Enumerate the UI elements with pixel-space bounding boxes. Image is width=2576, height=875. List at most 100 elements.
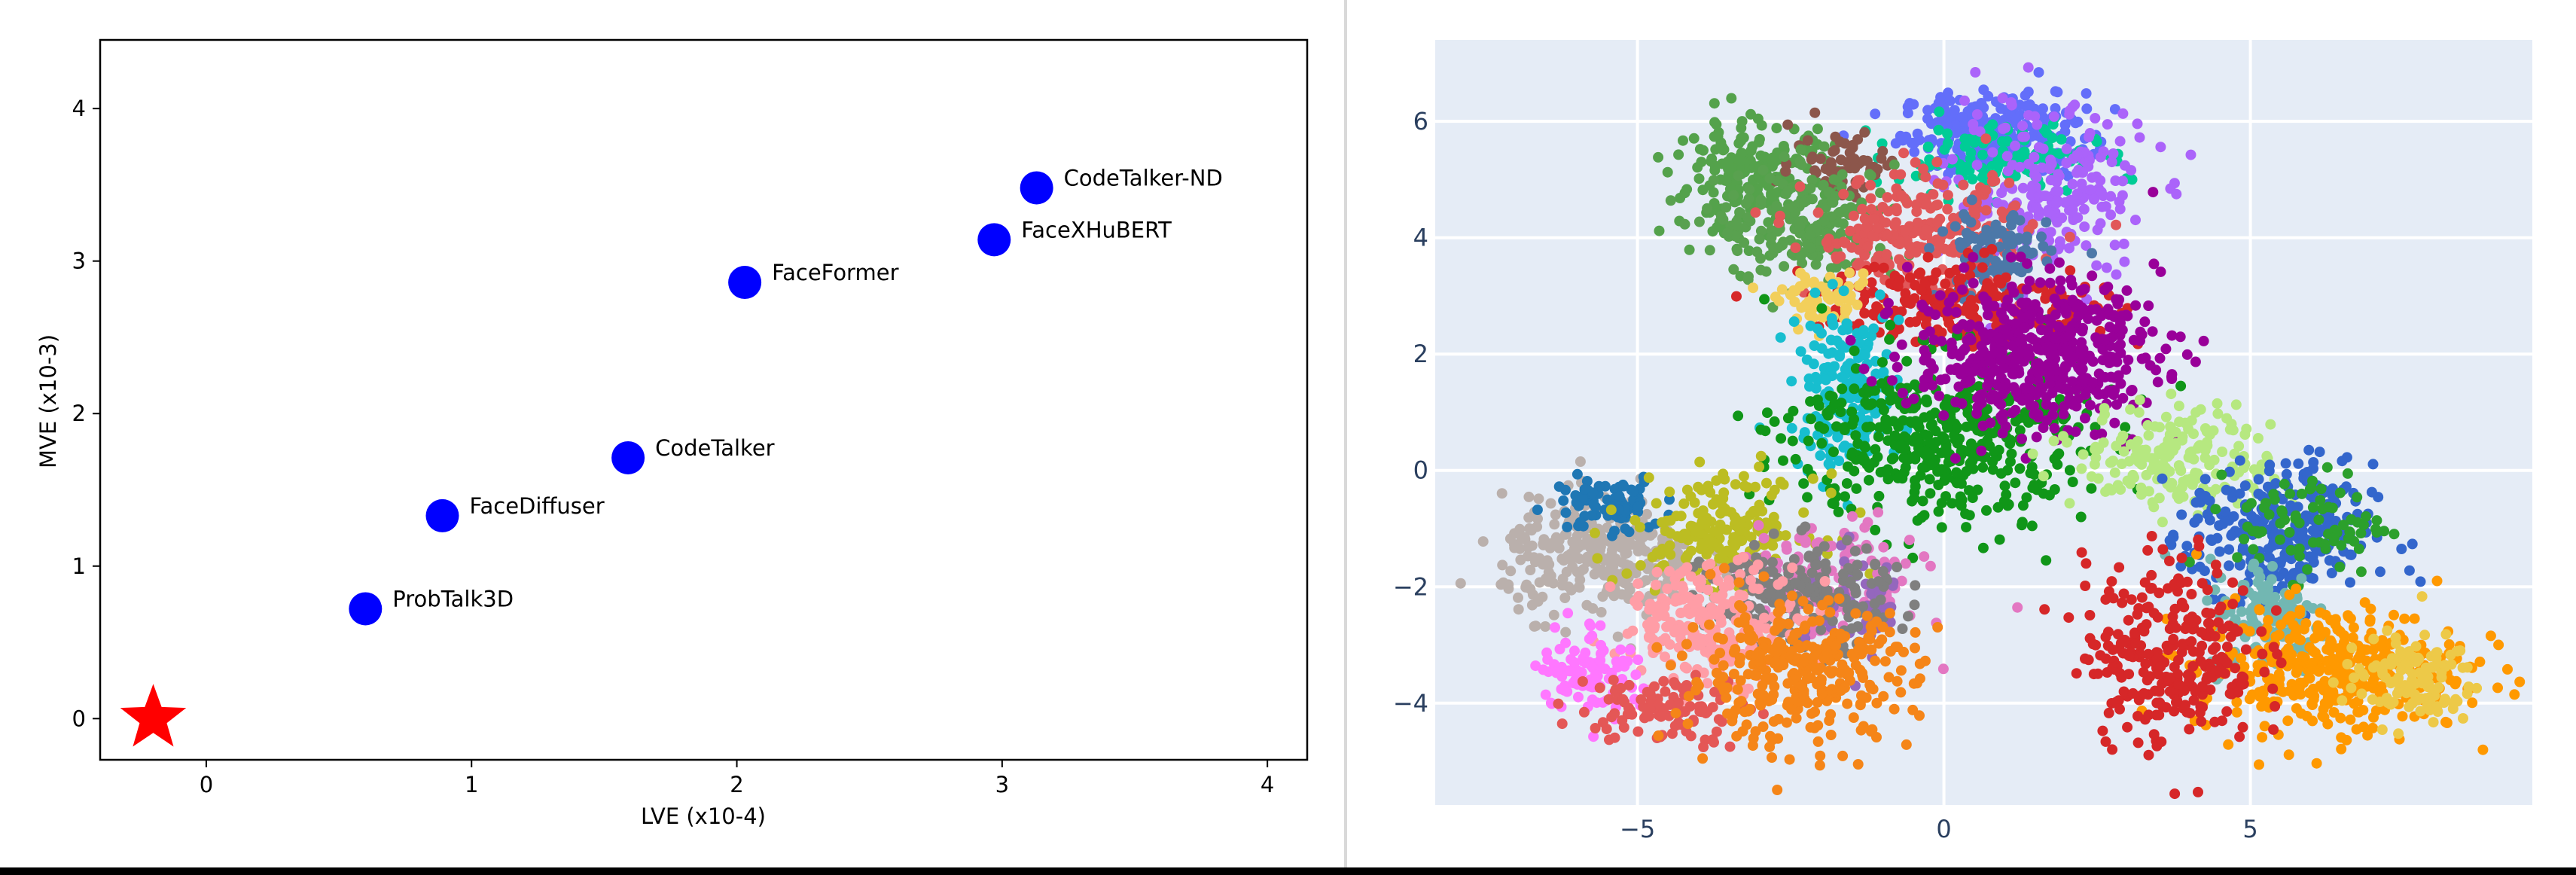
cluster-point	[1750, 207, 1761, 218]
cluster-point	[2184, 556, 2195, 568]
cluster-point	[2274, 673, 2285, 684]
cluster-point	[2081, 240, 2092, 252]
cluster-point	[2020, 413, 2030, 424]
cluster-point	[2107, 744, 2118, 755]
cluster-point	[2254, 605, 2265, 616]
method-point	[977, 223, 1011, 257]
cluster-point	[1985, 328, 1996, 340]
cluster-point	[2164, 535, 2175, 546]
cluster-point	[2166, 330, 2178, 341]
cluster-point	[1812, 207, 1824, 218]
cluster-point	[1715, 508, 1726, 519]
cluster-point	[2132, 737, 2144, 748]
cluster-point	[2027, 247, 2038, 258]
cluster-point	[2008, 287, 2020, 298]
cluster-point	[1959, 364, 1970, 374]
cluster-point	[1747, 141, 1758, 152]
cluster-point	[2006, 303, 2017, 315]
cluster-point	[1998, 409, 2009, 420]
cluster-point	[2196, 578, 2208, 589]
cluster-point	[1809, 287, 1821, 298]
cluster-point	[1755, 253, 1766, 264]
cluster-point	[1834, 295, 1845, 306]
cluster-point	[1806, 413, 1816, 425]
cluster-point	[2467, 697, 2478, 709]
cluster-point	[1840, 491, 1850, 502]
cluster-point	[1685, 545, 1697, 556]
cluster-point	[2196, 681, 2208, 692]
cluster-point	[1873, 490, 1885, 502]
cluster-point	[2029, 469, 2040, 480]
cluster-point	[1825, 263, 1837, 274]
cluster-point	[1992, 197, 2003, 209]
cluster-point	[2409, 613, 2420, 624]
cluster-point	[2118, 238, 2129, 249]
cluster-point	[2105, 209, 2117, 221]
cluster-point	[2090, 429, 2101, 441]
cluster-point	[2045, 175, 2056, 186]
cluster-point	[2336, 743, 2347, 755]
cluster-point	[2060, 362, 2071, 373]
cluster-point	[1607, 530, 1617, 541]
cluster-point	[2142, 648, 2154, 660]
cluster-point	[1548, 609, 1559, 620]
cluster-point	[2415, 706, 2426, 717]
cluster-point	[2088, 669, 2099, 680]
cluster-point	[2103, 707, 2114, 718]
cluster-point	[2002, 239, 2014, 251]
cluster-point	[2036, 231, 2047, 242]
cluster-point	[2279, 478, 2290, 489]
cluster-point	[2343, 532, 2354, 544]
cluster-point	[1623, 539, 1635, 550]
cluster-point	[2294, 543, 2305, 554]
cluster-point	[2335, 712, 2346, 724]
cluster-point	[1861, 221, 1872, 233]
cluster-point	[2076, 463, 2087, 474]
cluster-point	[2142, 544, 2154, 556]
cluster-point	[2154, 445, 2165, 456]
cluster-point	[2455, 645, 2466, 656]
cluster-point	[2186, 589, 2197, 599]
cluster-point	[2058, 409, 2069, 420]
cluster-point	[1910, 247, 1922, 258]
cluster-point	[2284, 589, 2295, 600]
cluster-point	[1775, 477, 1786, 487]
cluster-point	[2147, 326, 2158, 337]
cluster-point	[1794, 221, 1806, 231]
cluster-point	[2415, 576, 2426, 587]
cluster-point	[2018, 312, 2029, 323]
cluster-point	[1835, 228, 1846, 239]
cluster-point	[1523, 542, 1534, 553]
cluster-point	[1956, 398, 1968, 409]
cluster-point	[2263, 614, 2274, 626]
cluster-point	[2077, 363, 2088, 374]
cluster-point	[1550, 509, 1561, 520]
cluster-point	[2014, 161, 2026, 172]
cluster-point	[1909, 492, 1920, 504]
cluster-point	[2130, 300, 2142, 311]
cluster-point	[2231, 706, 2242, 718]
cluster-point	[1790, 242, 1801, 253]
cluster-point	[2157, 473, 2168, 484]
cluster-point	[2114, 562, 2125, 573]
cluster-point	[1978, 102, 1989, 113]
cluster-point	[2132, 118, 2143, 130]
cluster-point	[1876, 138, 1888, 149]
cluster-point	[1912, 217, 1923, 228]
cluster-point	[1812, 235, 1824, 246]
cluster-point	[1553, 535, 1565, 546]
cluster-point	[2228, 511, 2239, 522]
cluster-point	[1799, 427, 1810, 438]
cluster-point	[1976, 236, 1987, 247]
cluster-point	[2338, 520, 2349, 531]
cluster-point	[1847, 447, 1858, 459]
cluster-point	[2146, 569, 2157, 581]
cluster-point	[1696, 484, 1707, 495]
cluster-point	[1922, 368, 1934, 380]
cluster-point	[1886, 375, 1898, 386]
cluster-point	[1779, 261, 1790, 272]
cluster-point	[2010, 114, 2022, 125]
left-plot-frame	[99, 38, 1309, 761]
cluster-point	[2299, 652, 2310, 663]
cluster-point	[1801, 354, 1812, 365]
